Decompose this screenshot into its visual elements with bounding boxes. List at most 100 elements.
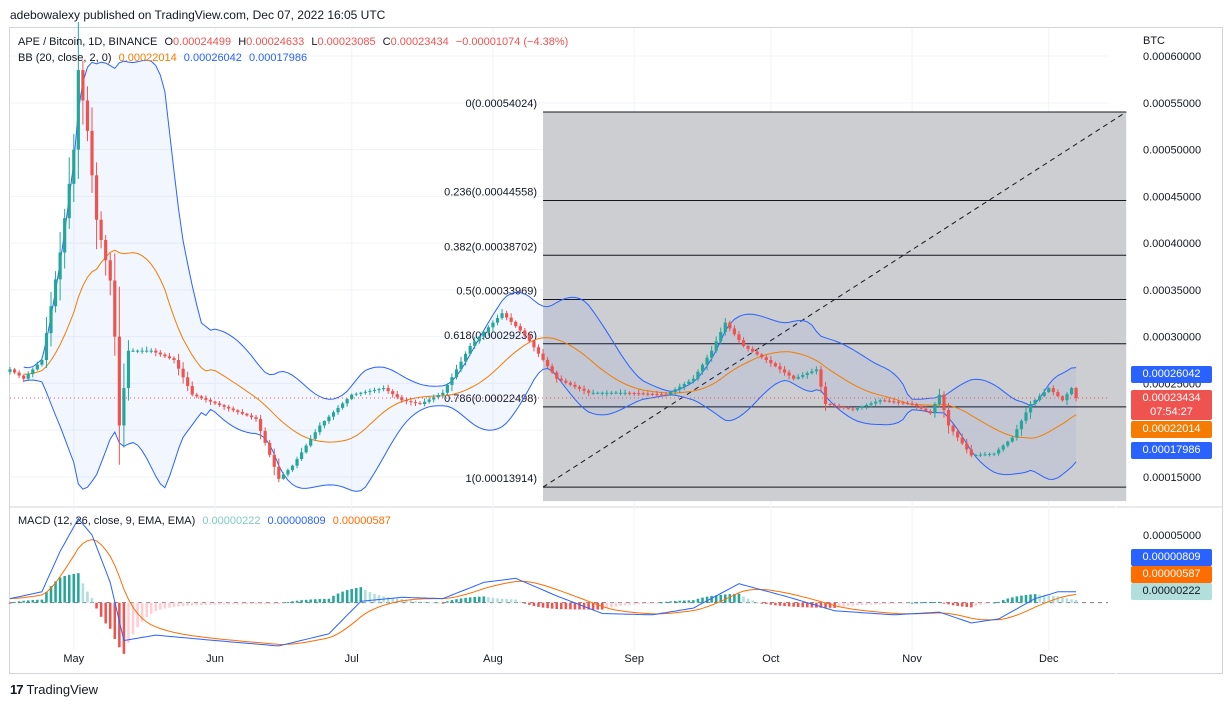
candle-body[interactable]: [760, 354, 764, 358]
candle-body[interactable]: [869, 403, 873, 405]
candle-body[interactable]: [381, 388, 386, 390]
candle-body[interactable]: [596, 392, 600, 394]
candle-body[interactable]: [969, 449, 973, 456]
candle-body[interactable]: [236, 410, 240, 413]
candle-body[interactable]: [618, 392, 623, 394]
candle-body[interactable]: [1042, 392, 1046, 397]
candle-body[interactable]: [63, 218, 67, 253]
candle-body[interactable]: [974, 455, 978, 457]
candle-body[interactable]: [628, 392, 632, 394]
candle-body[interactable]: [436, 395, 440, 398]
candle-body[interactable]: [108, 260, 112, 281]
candle-body[interactable]: [864, 404, 869, 407]
candle-body[interactable]: [49, 306, 53, 334]
candle-body[interactable]: [395, 394, 399, 398]
candle-body[interactable]: [978, 454, 983, 456]
candle-body[interactable]: [227, 406, 231, 409]
candle-body[interactable]: [878, 400, 882, 402]
candle-body[interactable]: [113, 280, 117, 337]
candle-body[interactable]: [564, 380, 568, 383]
candle-body[interactable]: [518, 326, 522, 331]
candle-body[interactable]: [418, 403, 422, 405]
candle-body[interactable]: [805, 373, 809, 375]
candle-body[interactable]: [833, 404, 837, 406]
candle-body[interactable]: [254, 417, 258, 419]
candle-body[interactable]: [573, 384, 577, 387]
candle-body[interactable]: [81, 70, 85, 101]
candle-body[interactable]: [368, 390, 372, 392]
candle-body[interactable]: [468, 346, 472, 354]
candle-body[interactable]: [905, 402, 910, 404]
candle-body[interactable]: [35, 364, 39, 370]
candle-body[interactable]: [714, 341, 718, 351]
candle-body[interactable]: [1047, 388, 1051, 393]
candle-body[interactable]: [942, 394, 946, 411]
candle-body[interactable]: [1069, 388, 1074, 395]
candle-body[interactable]: [546, 359, 550, 367]
candle-body[interactable]: [104, 240, 108, 261]
candle-body[interactable]: [386, 388, 390, 392]
candle-body[interactable]: [965, 443, 969, 450]
candle-body[interactable]: [505, 313, 509, 318]
candle-body[interactable]: [359, 392, 363, 394]
candle-body[interactable]: [919, 406, 923, 409]
candle-body[interactable]: [85, 100, 90, 131]
candle-body[interactable]: [8, 369, 12, 372]
candle-body[interactable]: [363, 391, 367, 393]
candle-body[interactable]: [605, 392, 609, 394]
candle-body[interactable]: [928, 411, 932, 414]
candle-body[interactable]: [887, 400, 891, 402]
candle-body[interactable]: [773, 363, 778, 367]
candle-body[interactable]: [181, 368, 185, 378]
candle-body[interactable]: [163, 354, 167, 357]
candle-body[interactable]: [523, 330, 527, 335]
candle-body[interactable]: [423, 401, 427, 404]
candle-body[interactable]: [577, 386, 582, 389]
candle-body[interactable]: [500, 313, 504, 318]
candle-body[interactable]: [281, 474, 285, 479]
candle-body[interactable]: [614, 392, 618, 394]
candle-body[interactable]: [263, 430, 267, 443]
candle-body[interactable]: [527, 334, 531, 342]
candle-body[interactable]: [728, 322, 732, 329]
candle-body[interactable]: [892, 401, 896, 403]
candle-body[interactable]: [509, 317, 513, 322]
candle-body[interactable]: [874, 401, 878, 404]
candle-body[interactable]: [637, 393, 641, 395]
candle-body[interactable]: [72, 149, 76, 184]
candle-body[interactable]: [623, 392, 627, 394]
candle-body[interactable]: [819, 369, 823, 387]
candle-body[interactable]: [126, 350, 131, 389]
candle-body[interactable]: [67, 183, 71, 219]
candle-body[interactable]: [646, 393, 650, 395]
candle-body[interactable]: [1051, 388, 1055, 393]
candle-body[interactable]: [814, 369, 819, 372]
candle-body[interactable]: [491, 322, 495, 328]
candle-body[interactable]: [600, 392, 604, 394]
candle-body[interactable]: [277, 466, 281, 479]
candle-body[interactable]: [514, 321, 518, 327]
candle-body[interactable]: [1010, 437, 1014, 442]
candle-body[interactable]: [413, 402, 418, 404]
candle-body[interactable]: [1038, 396, 1042, 401]
candle-body[interactable]: [823, 386, 828, 404]
candle-body[interactable]: [450, 377, 454, 385]
candle-body[interactable]: [31, 369, 35, 375]
candle-body[interactable]: [1056, 392, 1060, 397]
candle-body[interactable]: [1019, 420, 1024, 430]
candle-body[interactable]: [90, 130, 94, 176]
candle-body[interactable]: [145, 350, 149, 352]
candle-body[interactable]: [131, 350, 135, 352]
candle-body[interactable]: [204, 398, 208, 400]
candle-body[interactable]: [555, 372, 559, 379]
candle-body[interactable]: [669, 391, 673, 395]
candle-body[interactable]: [1001, 445, 1005, 450]
candle-body[interactable]: [172, 358, 176, 361]
candle-body[interactable]: [299, 452, 304, 460]
candle-body[interactable]: [559, 378, 563, 381]
candle-body[interactable]: [231, 408, 235, 411]
candle-body[interactable]: [99, 219, 103, 240]
candle-body[interactable]: [855, 408, 860, 410]
candle-body[interactable]: [696, 371, 700, 379]
candle-body[interactable]: [327, 416, 331, 422]
